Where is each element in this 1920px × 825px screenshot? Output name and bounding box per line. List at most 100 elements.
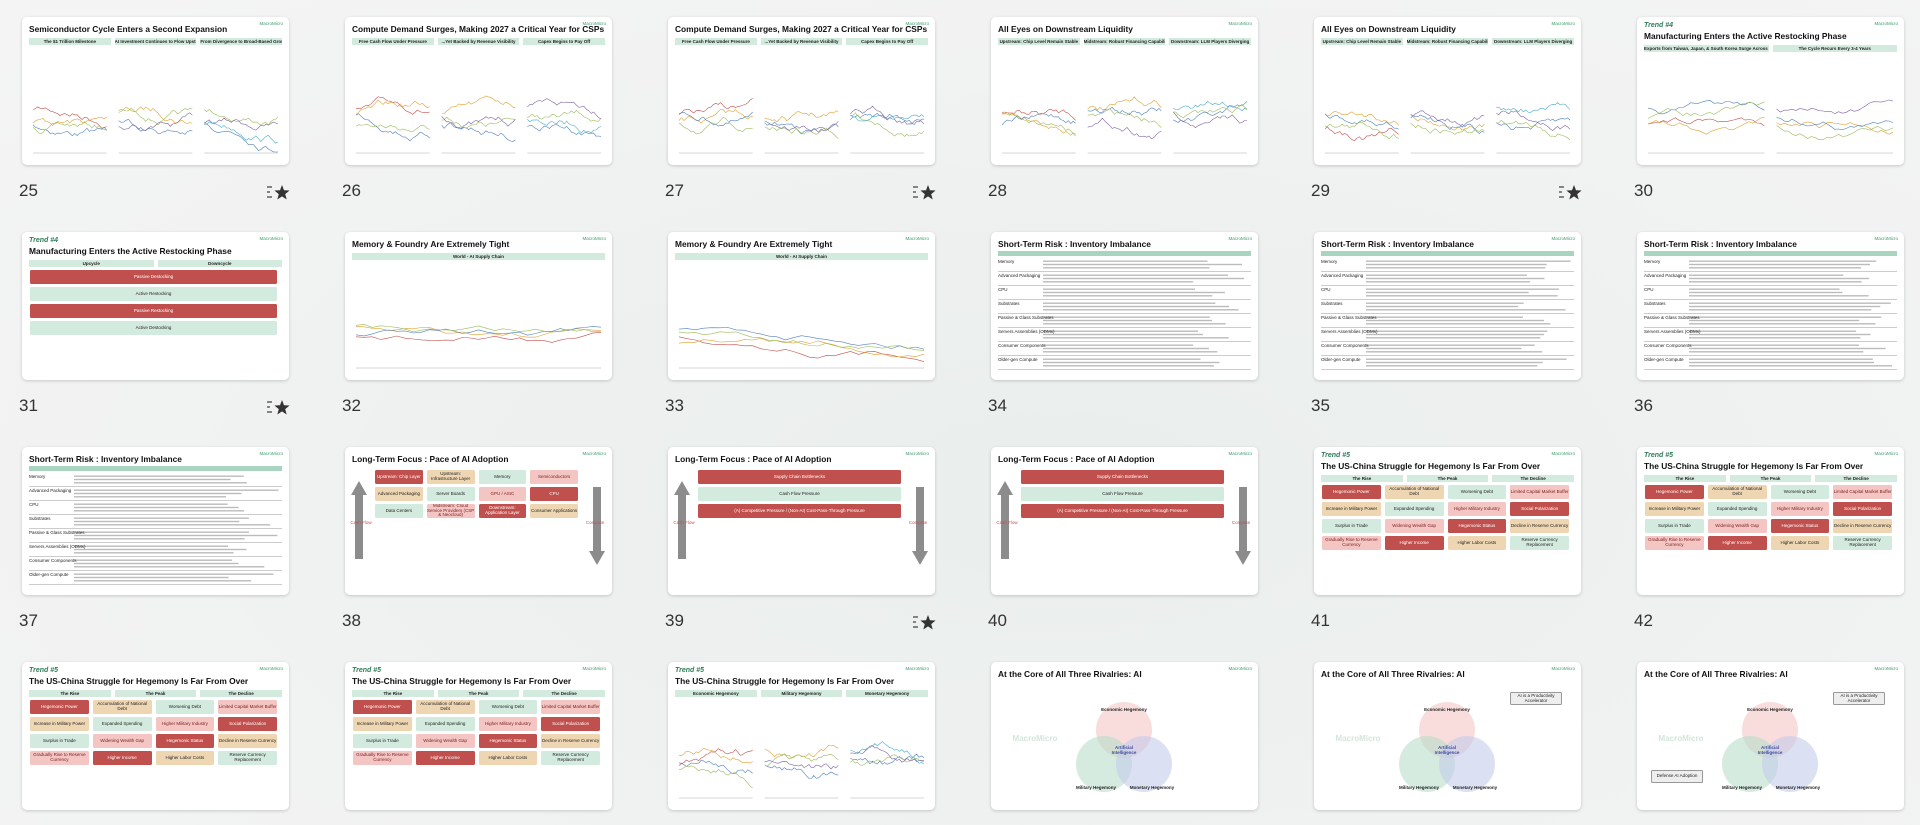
slide-graphics (678, 98, 925, 154)
slide-title: Compute Demand Surges, Making 2027 a Cri… (352, 24, 605, 34)
decoration (1366, 281, 1530, 283)
table-row-label: Older-gen Compute (29, 572, 282, 585)
slide-title: Short-Term Risk : Inventory Imbalance (29, 454, 182, 464)
slide-thumbnail[interactable]: MacroMicro Trend #5 The US-China Struggle … (1637, 447, 1904, 595)
table-row-label: CPU (1644, 287, 1897, 300)
brand-logo: MacroMicro (1551, 236, 1575, 241)
panel-header: Midstream: Robust Financing Capability (1083, 38, 1166, 45)
star-icon[interactable] (266, 399, 292, 417)
decoration (1366, 365, 1538, 367)
decoration (1689, 316, 1882, 318)
panel-header: The Peak (114, 690, 197, 697)
slide-number: 27 (665, 181, 684, 200)
decoration (74, 510, 244, 512)
decoration (1043, 263, 1242, 266)
diagram-box: Hegemonic Status (1447, 519, 1507, 533)
slide-thumbnail[interactable]: MacroMicro Compute Demand Surges, Making … (345, 17, 612, 165)
decoration (1043, 361, 1220, 364)
diagram-box: Higher Income (415, 751, 475, 765)
slide-title: Short-Term Risk : Inventory Imbalance (998, 239, 1151, 249)
slide-thumbnail[interactable]: MacroMicro At the Core of All Three Rival… (1637, 662, 1904, 810)
decoration (1366, 323, 1551, 325)
table-row-label: Passive & Glass Substrates (1644, 315, 1897, 328)
center-label: Artificial Intelligence (1111, 745, 1137, 755)
decoration (1043, 347, 1209, 350)
panel-header: The Peak (1406, 475, 1489, 482)
slide-thumbnail[interactable]: MacroMicro Trend #5 The US-China Struggle … (345, 662, 612, 810)
decoration (764, 126, 839, 139)
slide-thumbnail[interactable]: MacroMicro Long-Term Focus : Pace of AI A… (668, 447, 935, 595)
star-icon[interactable] (912, 184, 938, 202)
diagram-box: Hegemonic Status (155, 734, 215, 748)
slide-thumbnail[interactable]: MacroMicro At the Core of All Three Rival… (1314, 662, 1581, 810)
decoration (1366, 305, 1519, 308)
slide-title: Long-Term Focus : Pace of AI Adoption (675, 454, 832, 464)
diagram-box: Advanced Packaging (375, 487, 423, 501)
panel-header: Monetary Hegemony (846, 690, 928, 697)
slide-thumbnail[interactable]: MacroMicro Long-Term Focus : Pace of AI A… (991, 447, 1258, 595)
decoration (1366, 344, 1535, 346)
slide-graphics (32, 106, 279, 154)
decoration (678, 98, 753, 114)
decoration (274, 185, 290, 200)
decoration (1647, 100, 1765, 115)
slide-thumbnail[interactable]: MacroMicro Short-Term Risk : Inventory Im… (1637, 232, 1904, 380)
panel-header: The Rise (29, 690, 111, 697)
decoration (1043, 267, 1210, 269)
decoration (74, 496, 227, 498)
decoration (32, 106, 107, 129)
star-icon[interactable] (1558, 184, 1584, 202)
slide-thumbnail[interactable]: MacroMicro Memory & Foundry Are Extremely… (668, 232, 935, 380)
star-icon[interactable] (266, 184, 292, 202)
slide-thumbnail[interactable]: MacroMicro Trend #4 Manufacturing Enters t… (22, 232, 289, 380)
slide-thumbnail[interactable]: MacroMicro Short-Term Risk : Inventory Im… (1314, 232, 1581, 380)
decoration (920, 615, 936, 630)
diagram-box: Increase in Military Power (1322, 502, 1381, 516)
table-row-label: Substrates (29, 516, 282, 529)
diagram-box: Accumulation of National Debt (1707, 485, 1767, 499)
table-row-label: Older-gen Compute (1644, 357, 1897, 370)
decoration (1235, 487, 1251, 565)
slide-title: The US-China Struggle for Hegemony Is Fa… (1321, 461, 1541, 471)
table-row-label: Older-gen Compute (998, 357, 1251, 370)
diagram-box: Hegemonic Status (478, 734, 538, 748)
diagram-box: Reserve Currency Replacement (1510, 536, 1569, 550)
decoration (1366, 330, 1548, 332)
decoration (355, 323, 602, 333)
decoration (764, 121, 839, 135)
slide-thumbnail[interactable]: MacroMicro Short-Term Risk : Inventory Im… (22, 447, 289, 595)
slide-thumbnail[interactable]: MacroMicro All Eyes on Downstream Liquidi… (1314, 17, 1581, 165)
decoration (1043, 291, 1225, 294)
decoration (74, 552, 234, 554)
decoration (1689, 291, 1843, 294)
slide-thumbnail[interactable]: MacroMicro Trend #5 The US-China Struggle … (1314, 447, 1581, 595)
slide-thumbnail[interactable]: MacroMicro Semiconductor Cycle Enters a S… (22, 17, 289, 165)
slide-thumbnail[interactable]: MacroMicro Trend #5 The US-China Struggle … (668, 662, 935, 810)
brand-logo: MacroMicro (582, 451, 606, 456)
slide-thumbnail[interactable]: MacroMicro All Eyes on Downstream Liquidi… (991, 17, 1258, 165)
decoration (1647, 116, 1765, 135)
decoration (355, 332, 602, 343)
slide-thumbnail[interactable]: MacroMicro Short-Term Risk : Inventory Im… (991, 232, 1258, 380)
decoration (1647, 117, 1765, 127)
diagram-box: Gradually Rise to Reserve Currency (30, 751, 89, 765)
panel-header: AI Investment Continues to Flow Upstream (114, 38, 197, 45)
decoration (764, 120, 839, 133)
star-icon[interactable] (912, 614, 938, 632)
decoration (850, 112, 925, 137)
slide-thumbnail[interactable]: MacroMicro Memory & Foundry Are Extremely… (345, 232, 612, 380)
slide-thumbnail[interactable]: MacroMicro At the Core of All Three Rival… (991, 662, 1258, 810)
slide-thumbnail[interactable]: MacroMicro Long-Term Focus : Pace of AI A… (345, 447, 612, 595)
slide-number: 33 (665, 396, 684, 415)
slide-thumbnail[interactable]: MacroMicro Trend #5 The US-China Struggle … (22, 662, 289, 810)
table-row-label: Passive & Glass Substrates (1321, 315, 1574, 328)
decoration (1410, 122, 1485, 135)
table-row-label: Advanced Packaging (1644, 273, 1897, 286)
slide-thumbnail[interactable]: MacroMicro Compute Demand Surges, Making … (668, 17, 935, 165)
brand-logo: MacroMicro (259, 21, 283, 26)
diagram-box: Hegemonic Power (1645, 485, 1704, 499)
trend-label: Trend #4 (29, 237, 59, 244)
diagram-box: Social Polarization (1833, 502, 1892, 516)
slide-thumbnail[interactable]: MacroMicro Trend #4 Manufacturing Enters t… (1637, 17, 1904, 165)
side-label: Cash Flow (996, 519, 1018, 525)
